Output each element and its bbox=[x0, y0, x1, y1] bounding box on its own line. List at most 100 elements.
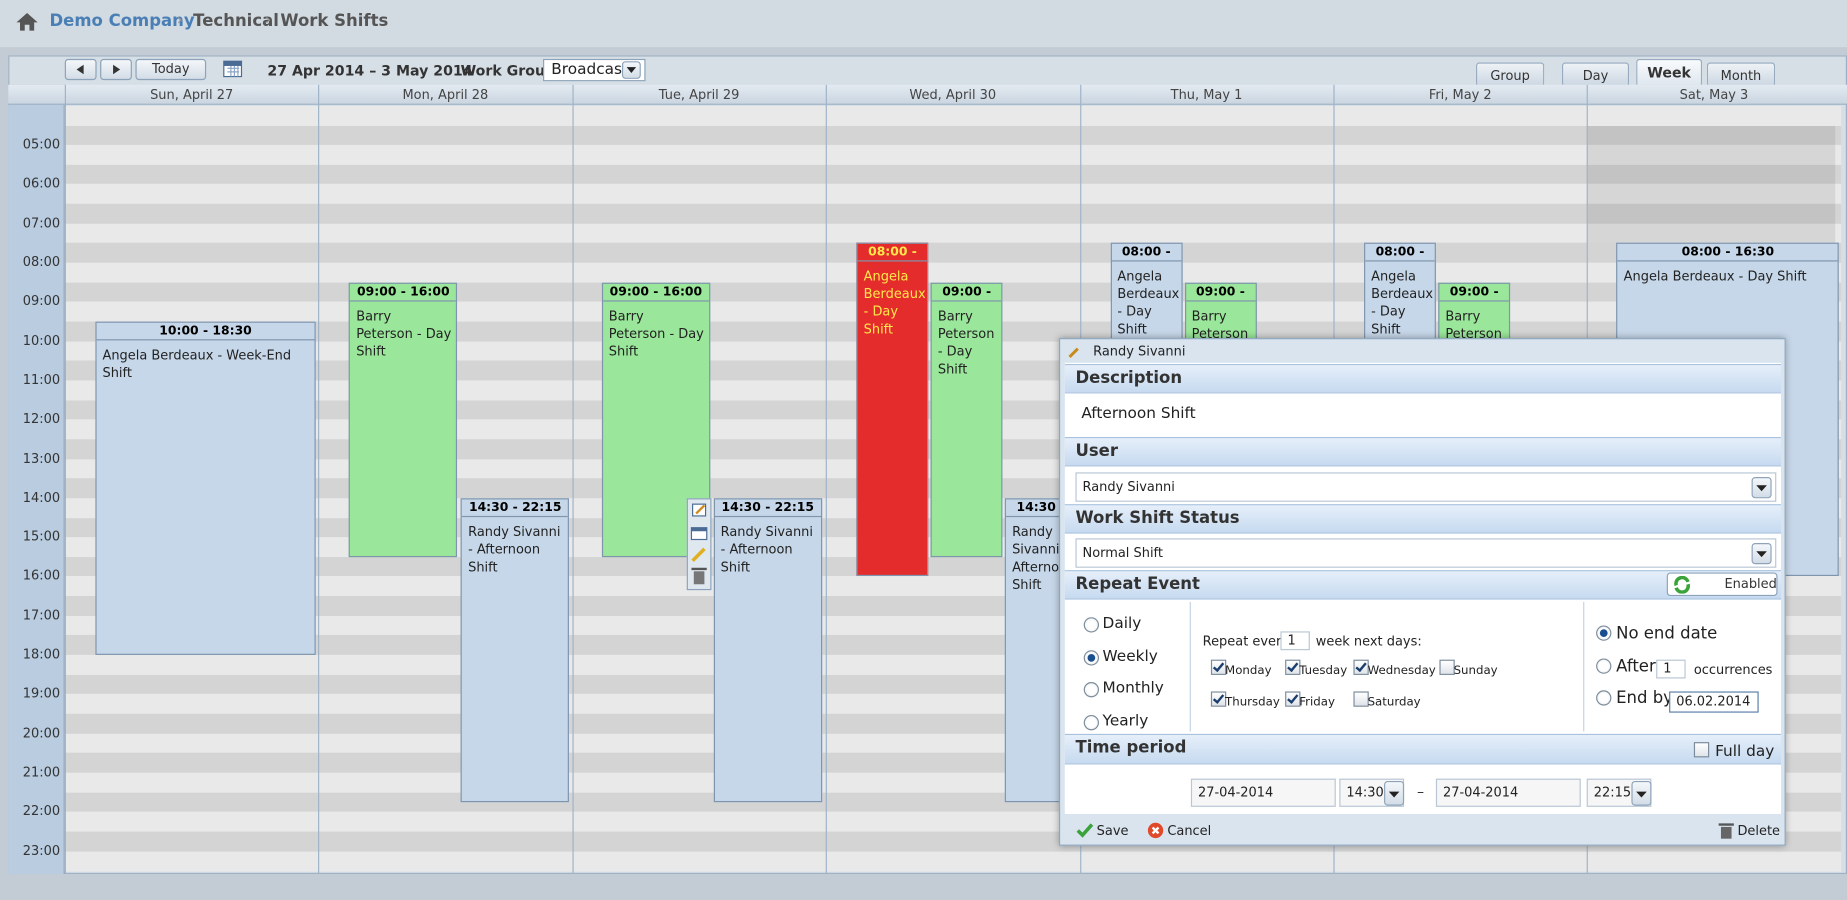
hour-label: 12:00 bbox=[22, 411, 61, 427]
prev-button[interactable] bbox=[64, 58, 97, 81]
radio-button[interactable] bbox=[1083, 714, 1100, 730]
hour-label: 14:00 bbox=[22, 489, 61, 506]
home-icon[interactable] bbox=[15, 12, 39, 32]
checkbox[interactable] bbox=[1693, 742, 1710, 758]
occurrence-input[interactable]: 1 bbox=[1656, 659, 1686, 679]
event-time: 09:00 - 16:00 bbox=[602, 284, 709, 302]
checkbox[interactable] bbox=[1210, 691, 1227, 707]
check-mark bbox=[1212, 660, 1225, 673]
work-group-select[interactable]: Broadcast bbox=[543, 58, 646, 82]
top-bar: Demo Company › Technical › Work Shifts bbox=[0, 0, 1847, 48]
checkbox[interactable] bbox=[1210, 659, 1227, 675]
divider bbox=[1189, 601, 1191, 732]
end-option-label: End by bbox=[1616, 689, 1673, 708]
radio-button[interactable] bbox=[1596, 690, 1612, 706]
event-title: Angela Berdeaux - Day Shift bbox=[863, 269, 926, 338]
repeat-unit: week next days: bbox=[1315, 633, 1422, 650]
day-header: Mon, April 28 bbox=[402, 87, 489, 103]
day-divider bbox=[318, 84, 320, 875]
hour-label: 20:00 bbox=[22, 725, 61, 741]
view-tab[interactable]: Month bbox=[1706, 62, 1776, 85]
end-date-input[interactable]: 06.02.2014 bbox=[1669, 691, 1759, 713]
repeat-every-label: Repeat every bbox=[1202, 633, 1290, 650]
checkbox[interactable] bbox=[1353, 691, 1369, 707]
date-range: 27 Apr 2014 – 3 May 2014 bbox=[267, 62, 473, 79]
user-value: Randy Sivanni bbox=[1082, 479, 1175, 495]
dropdown-button[interactable] bbox=[1384, 780, 1405, 806]
check-mark bbox=[1212, 691, 1225, 704]
time-column bbox=[8, 84, 65, 875]
frequency-label: Weekly bbox=[1102, 647, 1158, 665]
repeat-state: Enabled bbox=[1724, 576, 1777, 592]
today-button[interactable]: Today bbox=[135, 58, 207, 81]
checkbox[interactable] bbox=[1285, 691, 1301, 707]
checkbox[interactable] bbox=[1285, 659, 1301, 675]
breadcrumb-separator: › bbox=[265, 11, 272, 30]
shift-event[interactable]: 10:00 - 18:30 Angela Berdeaux - Week-End … bbox=[95, 321, 316, 655]
radio-button[interactable] bbox=[1596, 625, 1612, 641]
grid-stripe bbox=[64, 262, 1842, 283]
dropdown-button[interactable] bbox=[1751, 477, 1772, 499]
dropdown-button[interactable] bbox=[1631, 780, 1652, 806]
checkbox[interactable] bbox=[1439, 659, 1455, 675]
view-tab[interactable]: Week bbox=[1636, 58, 1703, 85]
shift-event[interactable]: 14:30 - 22:15 Randy Sivanni - Afternoon S… bbox=[713, 498, 822, 803]
day-header-row bbox=[8, 84, 1847, 105]
hour-label: 11:00 bbox=[22, 372, 61, 388]
event-title: Randy Sivanni - Afternoon Shift bbox=[468, 523, 561, 575]
frequency-label: Daily bbox=[1102, 614, 1142, 633]
off-hours bbox=[1587, 125, 1835, 244]
grid-stripe bbox=[64, 203, 1842, 225]
event-time: 10:00 - 18:30 bbox=[96, 323, 315, 341]
hour-label: 05:00 bbox=[22, 136, 61, 153]
event-title: Barry Peterson - Day Shift bbox=[608, 308, 704, 359]
start-date[interactable]: 27-04-2014 bbox=[1190, 778, 1336, 807]
event-time: 08:00 - bbox=[1111, 244, 1181, 262]
calendar-icon[interactable] bbox=[223, 59, 243, 78]
dropdown-button[interactable] bbox=[1751, 543, 1772, 565]
description-text[interactable]: Afternoon Shift bbox=[1081, 405, 1196, 423]
shift-event[interactable]: 14:30 - 22:15 Randy Sivanni - Afternoon S… bbox=[461, 498, 570, 803]
save-button[interactable]: Save bbox=[1096, 823, 1129, 839]
breadcrumb-current: Work Shifts bbox=[280, 11, 389, 31]
radio-button[interactable] bbox=[1083, 649, 1100, 665]
radio-button[interactable] bbox=[1083, 682, 1100, 698]
grid-stripe bbox=[64, 125, 1842, 146]
section-header: Repeat Event bbox=[1064, 570, 1782, 600]
radio-button[interactable] bbox=[1596, 658, 1612, 674]
checkbox[interactable] bbox=[1353, 659, 1369, 675]
repeat-toggle[interactable]: Enabled bbox=[1666, 572, 1778, 597]
radio-button[interactable] bbox=[1083, 617, 1100, 633]
full-day-label: Full day bbox=[1715, 743, 1775, 761]
hour-label: 06:00 bbox=[22, 175, 61, 192]
view-tab[interactable]: Group bbox=[1475, 62, 1545, 85]
check-mark bbox=[1355, 660, 1367, 673]
event-time: 14:30 - 22:15 bbox=[462, 499, 569, 517]
tool-icons[interactable] bbox=[688, 499, 710, 589]
grid-stripe bbox=[64, 243, 1842, 264]
status-select[interactable]: Normal Shift bbox=[1075, 538, 1777, 568]
breadcrumb-link[interactable]: Technical bbox=[193, 11, 279, 31]
shift-event[interactable]: 09:00 - 16:00 Barry Peterson - Day Shift bbox=[349, 282, 458, 557]
weekday-label: Saturday bbox=[1367, 696, 1421, 710]
dropdown-button[interactable] bbox=[621, 61, 641, 79]
event-time: 09:00 - 16:00 bbox=[350, 284, 457, 302]
time-row bbox=[1064, 765, 1782, 813]
breadcrumb-link[interactable]: Demo Company bbox=[49, 11, 195, 31]
shift-event[interactable]: 08:00 - Angela Berdeaux - Day Shift bbox=[856, 243, 929, 577]
next-button[interactable] bbox=[100, 58, 132, 81]
end-date[interactable]: 27-04-2014 bbox=[1435, 778, 1581, 807]
day-header: Fri, May 2 bbox=[1428, 87, 1492, 103]
status-value: Normal Shift bbox=[1082, 545, 1163, 561]
breadcrumb-separator: › bbox=[176, 11, 183, 30]
event-time: 09:00 - bbox=[931, 284, 1002, 302]
delete-button[interactable]: Delete bbox=[1737, 823, 1781, 839]
cancel-button[interactable]: Cancel bbox=[1167, 823, 1212, 839]
section-header: User bbox=[1064, 437, 1782, 467]
day-divider bbox=[825, 84, 828, 875]
shift-event[interactable]: 09:00 - Barry Peterson - Day Shift bbox=[930, 282, 1003, 557]
repeat-every-input[interactable]: 1 bbox=[1280, 631, 1310, 651]
view-tab[interactable]: Day bbox=[1561, 62, 1630, 85]
user-select[interactable]: Randy Sivanni bbox=[1075, 472, 1777, 502]
edit-dialog: Randy Sivanni Description Afternoon Shif… bbox=[1058, 338, 1786, 846]
